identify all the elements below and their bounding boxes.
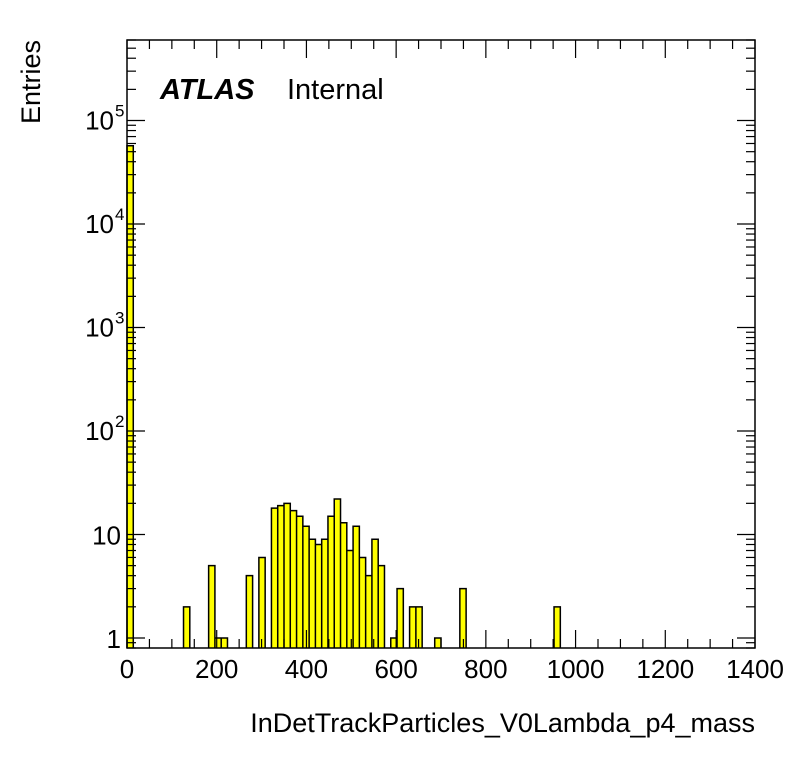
histogram-bar — [390, 637, 398, 648]
histogram-bar — [208, 565, 215, 648]
y-tick-label: 10 — [85, 313, 114, 343]
histogram-bar — [277, 505, 284, 648]
histogram-bar — [554, 606, 561, 648]
histogram-bar — [459, 588, 467, 648]
histogram-bar — [353, 526, 360, 648]
x-tick-label: 400 — [285, 654, 328, 684]
x-tick-label: 1200 — [636, 654, 694, 684]
x-axis-label: InDetTrackParticles_V0Lambda_p4_mass — [250, 708, 755, 738]
histogram-bar — [127, 145, 134, 648]
y-tick-label-exponent: 4 — [115, 205, 124, 224]
histogram-bar — [246, 575, 253, 648]
histogram-bar — [214, 637, 222, 648]
y-tick-label: 10 — [85, 106, 114, 136]
y-tick-label: 1 — [107, 624, 121, 654]
atlas-label: ATLAS — [159, 74, 255, 106]
histogram-bar — [321, 539, 328, 648]
x-tick-label: 1000 — [547, 654, 605, 684]
histogram-bar — [284, 503, 291, 648]
histogram-bar — [302, 526, 310, 648]
internal-label: Internal — [287, 74, 384, 106]
x-tick-label: 0 — [120, 654, 134, 684]
histogram-bar — [221, 637, 228, 648]
histogram-bar — [359, 557, 366, 648]
histogram-bar — [334, 499, 341, 648]
x-tick-label: 800 — [464, 654, 507, 684]
histogram-bar — [415, 606, 423, 648]
histogram-bar — [327, 516, 335, 648]
plot-frame — [126, 39, 756, 649]
histogram-bar — [365, 575, 372, 648]
histogram-bar — [340, 522, 347, 648]
histogram-bar — [309, 539, 316, 648]
histogram-bar — [378, 565, 385, 648]
histogram-outline — [126, 145, 562, 648]
x-tick-label: 600 — [374, 654, 417, 684]
x-tick-label: 200 — [195, 654, 238, 684]
histogram-bar — [315, 544, 322, 648]
y-tick-label: 10 — [85, 209, 114, 239]
histogram-bar — [183, 606, 190, 648]
histogram-bar — [434, 637, 441, 648]
histogram-bar — [371, 539, 379, 648]
y-tick-label: 10 — [85, 416, 114, 446]
histogram-bar — [290, 510, 297, 648]
histogram-bar — [271, 508, 278, 648]
histogram-bar — [258, 557, 266, 648]
y-tick-label-exponent: 5 — [115, 102, 124, 121]
y-axis-label: Entries — [16, 40, 46, 124]
x-tick-label: 1400 — [726, 654, 784, 684]
y-tick-label-exponent: 2 — [115, 412, 124, 431]
histogram-bar — [397, 588, 404, 648]
histogram-bar — [296, 516, 303, 648]
axis-ticks — [126, 39, 756, 649]
histogram-bars — [127, 145, 561, 648]
x-tick-labels: 0 200 400 600 800 1000 1200 1400 — [120, 654, 784, 684]
histogram-bar — [346, 550, 354, 648]
y-tick-label: 10 — [92, 520, 121, 550]
y-tick-label-exponent: 3 — [115, 309, 124, 328]
histogram-bar — [409, 606, 416, 648]
